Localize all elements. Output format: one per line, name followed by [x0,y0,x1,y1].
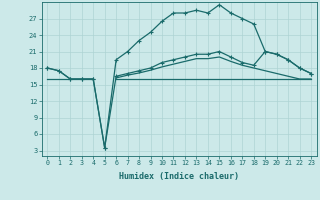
X-axis label: Humidex (Indice chaleur): Humidex (Indice chaleur) [119,172,239,181]
